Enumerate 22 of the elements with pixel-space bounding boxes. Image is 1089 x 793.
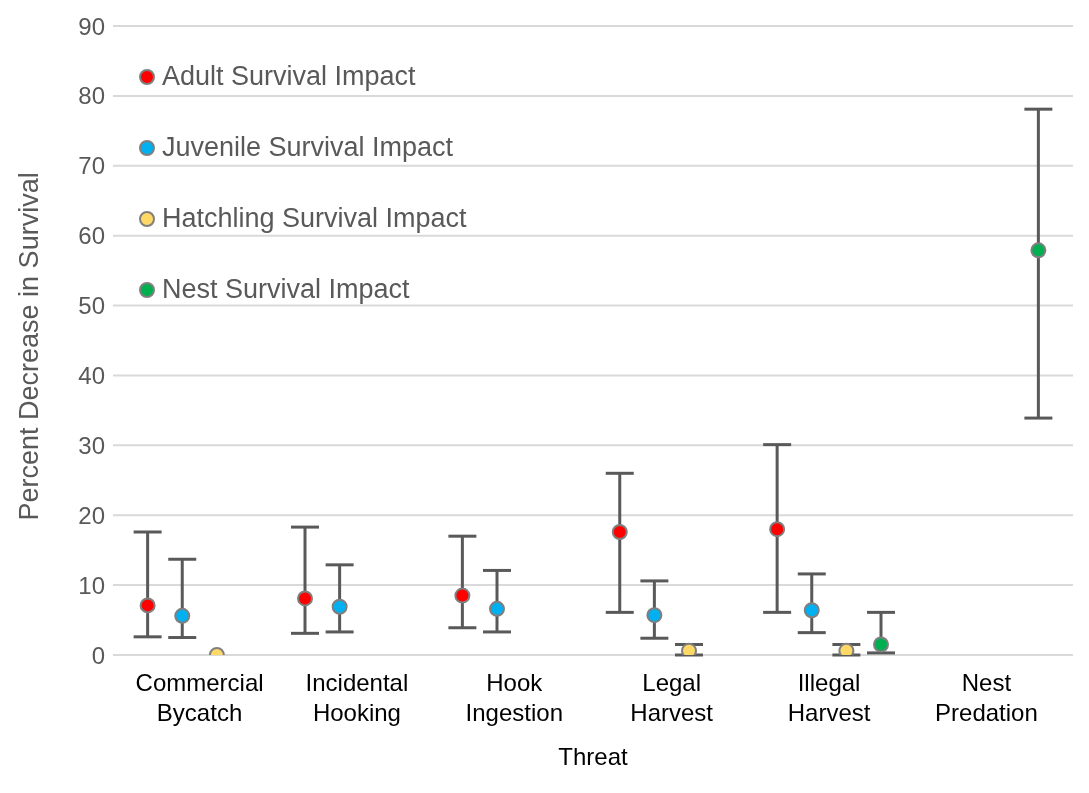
x-tick-label: Nest Predation — [935, 669, 1038, 726]
y-tick-label: 90 — [78, 12, 105, 40]
y-tick-label: 40 — [78, 361, 105, 389]
legend-label: Adult Survival Impact — [162, 61, 416, 92]
y-tick-label: 60 — [78, 222, 105, 250]
legend-label: Nest Survival Impact — [162, 274, 410, 305]
x-tick-label: Hook Ingestion — [465, 669, 564, 726]
x-tick-label: Incidental Hooking — [305, 669, 409, 726]
y-tick-label: 0 — [91, 641, 105, 669]
x-tick-label: Commercial Bycatch — [135, 669, 264, 726]
legend-label: Juvenile Survival Impact — [162, 132, 454, 163]
y-tick-label: 50 — [78, 292, 105, 320]
y-tick-label: 30 — [78, 431, 105, 459]
y-tick-label: 70 — [78, 152, 105, 180]
y-tick-label: 80 — [78, 82, 105, 110]
x-axis-title: Threat — [558, 743, 629, 770]
y-tick-label: 10 — [78, 571, 105, 599]
y-tick-label: 20 — [78, 501, 105, 529]
legend-label: Hatchling Survival Impact — [162, 203, 467, 234]
y-axis-title: Percent Decrease in Survival — [13, 172, 44, 521]
x-tick-label: Illegal Harvest — [787, 669, 871, 726]
x-tick-label: Legal Harvest — [630, 669, 714, 726]
